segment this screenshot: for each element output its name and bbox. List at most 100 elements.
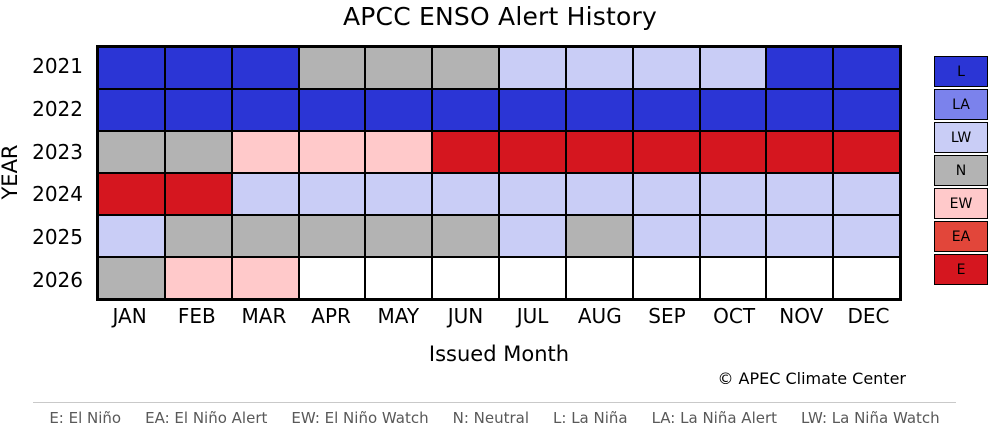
month-tick-JAN: JAN [112,304,147,328]
cell-2026-AUG-empty [565,257,633,299]
cell-2022-APR-L [298,89,366,131]
caption-item-1: EA: El Niño Alert [145,409,268,427]
cell-2024-MAR-LW [231,173,299,215]
cell-2021-JUN-N [432,47,499,89]
cell-2025-FEB-N [164,215,232,257]
cell-2025-AUG-N [565,215,633,257]
year-tick-2025: 2025 [32,225,83,250]
cell-2021-FEB-L [164,47,232,89]
cell-2025-APR-N [298,215,366,257]
cell-2026-JAN-N [98,257,165,299]
cell-2023-MAY-EW [365,131,433,173]
cell-2025-JUL-LW [499,215,566,257]
year-tick-2023: 2023 [32,139,83,164]
legend-swatch-LA: LA [934,89,988,120]
cell-2026-JUL-empty [499,257,566,299]
legend-caption: E: El Niño EA: El Niño Alert EW: El Niño W… [0,409,989,427]
year-tick-2022: 2022 [32,97,83,121]
cell-2025-JUN-N [432,215,499,257]
legend-swatch-E: E [934,254,988,285]
cell-2021-DEC-L [833,47,900,89]
month-tick-SEP: SEP [648,304,686,328]
cell-2024-FEB-E [164,173,232,215]
caption-item-6: LW: La Niña Watch [801,409,940,427]
cell-2021-JUL-LW [499,47,566,89]
cell-2026-JUN-empty [432,257,499,299]
enso-grid [96,45,902,301]
cell-2022-FEB-L [164,89,232,131]
cell-2021-APR-N [298,47,366,89]
cell-2021-SEP-LW [632,47,700,89]
month-ticks: JAN FEB MAR APR MAY JUN JUL AUG SEP OCT NOV DEC [96,304,902,332]
cell-2023-FEB-N [164,131,232,173]
cell-2026-MAR-EW [231,257,299,299]
cell-2024-MAY-LW [365,173,433,215]
chart-title: APCC ENSO Alert History [342,2,658,31]
cell-2023-AUG-E [565,131,633,173]
y-axis-label: YEAR [0,144,22,200]
cell-2026-MAY-empty [365,257,433,299]
cell-2025-OCT-LW [699,215,767,257]
cell-2026-OCT-empty [699,257,767,299]
cell-2023-APR-EW [298,131,366,173]
cell-2025-MAY-N [365,215,433,257]
caption-item-4: L: La Niña [553,409,628,427]
cell-2021-JAN-L [98,47,165,89]
cell-2021-NOV-L [766,47,834,89]
cell-2024-SEP-LW [632,173,700,215]
month-tick-AUG: AUG [577,304,622,328]
cell-2024-JUN-LW [432,173,499,215]
caption-divider [33,402,956,403]
month-tick-JUL: JUL [516,304,549,328]
cell-2025-SEP-LW [632,215,700,257]
cell-2024-JUL-LW [499,173,566,215]
cell-2024-AUG-LW [565,173,633,215]
cell-2021-OCT-LW [699,47,767,89]
caption-item-3: N: Neutral [452,409,530,427]
cell-2022-DEC-L [833,89,900,131]
year-ticks: 2021 2022 2023 2024 2025 2026 [28,45,90,301]
cell-2026-FEB-EW [164,257,232,299]
cell-2026-DEC-empty [833,257,900,299]
cell-2022-SEP-L [632,89,700,131]
month-tick-NOV: NOV [779,304,824,328]
cell-2021-MAR-L [231,47,299,89]
cell-2023-DEC-E [833,131,900,173]
year-tick-2024: 2024 [32,182,83,207]
cell-2022-JAN-L [98,89,165,131]
month-tick-FEB: FEB [177,304,216,328]
copyright-text: © APEC Climate Center [717,369,906,388]
caption-item-2: EW: El Niño Watch [291,409,429,427]
cell-2021-MAY-N [365,47,433,89]
cell-2022-JUL-L [499,89,566,131]
cell-2023-OCT-E [699,131,767,173]
cell-2026-NOV-empty [766,257,834,299]
cell-2023-JUL-E [499,131,566,173]
cell-2022-OCT-L [699,89,767,131]
cell-2024-APR-LW [298,173,366,215]
cell-2025-NOV-LW [766,215,834,257]
cell-2022-AUG-L [565,89,633,131]
cell-2024-DEC-LW [833,173,900,215]
legend-swatch-EA: EA [934,221,988,252]
cell-2026-SEP-empty [632,257,700,299]
cell-2026-APR-empty [298,257,366,299]
cell-2023-NOV-E [766,131,834,173]
cell-2022-NOV-L [766,89,834,131]
cell-2024-JAN-E [98,173,165,215]
cell-2022-MAR-L [231,89,299,131]
month-tick-JUN: JUN [447,304,484,328]
cell-2022-MAY-L [365,89,433,131]
legend-swatch-L: L [934,56,988,87]
year-tick-2026: 2026 [32,267,83,292]
year-tick-2021: 2021 [32,54,83,79]
cell-2024-OCT-LW [699,173,767,215]
month-tick-DEC: DEC [847,304,890,328]
month-tick-OCT: OCT [713,304,756,328]
month-tick-MAR: MAR [241,304,287,328]
month-tick-MAY: MAY [377,304,420,328]
x-axis-label: Issued Month [428,342,570,366]
cell-2023-JAN-N [98,131,165,173]
cell-2025-MAR-N [231,215,299,257]
